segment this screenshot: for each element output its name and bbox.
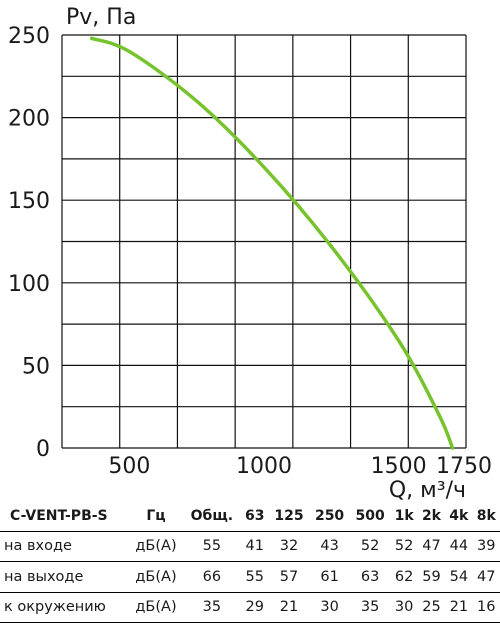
column-header: 500 bbox=[349, 501, 391, 532]
table-cell: 29 bbox=[240, 592, 269, 623]
table-cell: 41 bbox=[240, 531, 269, 562]
table-cell: 55 bbox=[240, 561, 269, 593]
table-cell: 52 bbox=[349, 531, 391, 562]
table-cell: 43 bbox=[309, 531, 350, 562]
y-tick-label: 50 bbox=[22, 354, 50, 379]
row-unit: дБ(А) bbox=[129, 561, 183, 593]
column-header: 63 bbox=[240, 501, 269, 532]
row-unit: дБ(А) bbox=[129, 531, 183, 562]
table-cell: 66 bbox=[183, 561, 241, 593]
table-cell: 47 bbox=[417, 531, 446, 562]
table-cell: 35 bbox=[183, 592, 241, 623]
column-header: 125 bbox=[268, 501, 310, 532]
chart-series bbox=[89, 36, 455, 450]
table-header-row: C-VENT-PB-S Гц Общ. 63 125 250 500 1k 2k 4k 8k bbox=[0, 501, 500, 532]
table-cell: 21 bbox=[268, 592, 310, 623]
column-header: Общ. bbox=[183, 501, 241, 532]
table-cell: 52 bbox=[390, 531, 418, 562]
table-cell: 44 bbox=[445, 531, 473, 562]
x-tick-label: 1000 bbox=[236, 454, 292, 479]
table-cell: 30 bbox=[390, 592, 418, 623]
x-tick-label: 1500 bbox=[371, 454, 427, 479]
column-header: 1k bbox=[390, 501, 418, 532]
table-cell: 32 bbox=[268, 531, 310, 562]
row-unit: дБ(А) bbox=[129, 592, 183, 623]
x-tick-label: 500 bbox=[108, 454, 150, 479]
table-cell: 54 bbox=[445, 561, 473, 593]
table-row: на выходе дБ(А) 66 55 57 61 63 62 59 54 47 bbox=[0, 561, 500, 593]
table-cell: 57 bbox=[268, 561, 310, 593]
table-row: на входе дБ(А) 55 41 32 43 52 52 47 44 39 bbox=[0, 531, 500, 562]
table-cell: 35 bbox=[349, 592, 391, 623]
table-cell: 62 bbox=[390, 561, 418, 593]
column-header: 8k bbox=[472, 501, 500, 532]
table-cell: 61 bbox=[309, 561, 350, 593]
column-header: 2k bbox=[417, 501, 446, 532]
x-tick-label: 1750 bbox=[436, 454, 492, 479]
row-label: на выходе bbox=[0, 561, 129, 593]
y-tick-label: 200 bbox=[8, 107, 50, 132]
table-cell: 59 bbox=[417, 561, 446, 593]
y-tick-label: 100 bbox=[8, 272, 50, 297]
row-label: к окружению bbox=[0, 592, 129, 623]
table-title: C-VENT-PB-S bbox=[0, 501, 129, 532]
unit-header: Гц bbox=[129, 501, 183, 532]
y-tick-label: 250 bbox=[8, 24, 50, 49]
y-tick-label: 0 bbox=[36, 437, 50, 462]
x-axis-label: Q, м³/ч bbox=[389, 478, 466, 500]
column-header: 4k bbox=[445, 501, 473, 532]
series-line bbox=[89, 36, 455, 450]
row-label: на входе bbox=[0, 531, 129, 562]
y-axis-label: Pv, Па bbox=[66, 5, 136, 30]
table-cell: 30 bbox=[309, 592, 350, 623]
chart-tick-labels: 0 50 100 150 200 250 500 1000 1500 1750 bbox=[8, 24, 492, 479]
y-tick-label: 150 bbox=[8, 189, 50, 214]
table-cell: 39 bbox=[472, 531, 500, 562]
table-cell: 55 bbox=[183, 531, 241, 562]
table-cell: 63 bbox=[349, 561, 391, 593]
table-row: к окружению дБ(А) 35 29 21 30 35 30 25 21 16 bbox=[0, 592, 500, 623]
table-cell: 16 bbox=[472, 592, 500, 623]
table-body: на входе дБ(А) 55 41 32 43 52 52 47 44 39 на выходе… bbox=[0, 531, 500, 623]
column-header: 250 bbox=[309, 501, 350, 532]
pressure-flow-chart: 0 50 100 150 200 250 500 1000 1500 1750 Pv, Па Q,… bbox=[8, 5, 492, 500]
table-cell: 47 bbox=[472, 561, 500, 593]
table-cell: 25 bbox=[417, 592, 446, 623]
noise-spec-table: C-VENT-PB-S Гц Общ. 63 125 250 500 1k 2k 4k 8k н… bbox=[0, 501, 500, 623]
table-cell: 21 bbox=[445, 592, 473, 623]
chart-grid bbox=[61, 34, 467, 449]
